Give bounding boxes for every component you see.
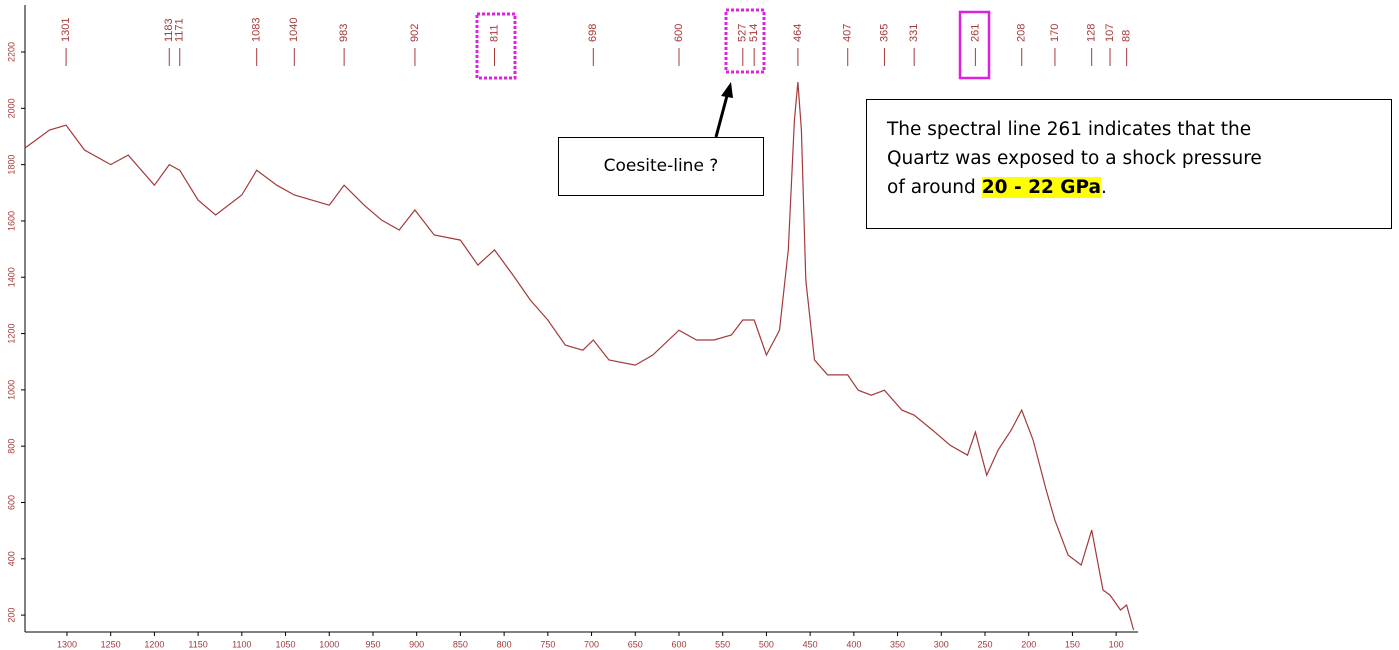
peak-label: 128	[1086, 24, 1098, 42]
peak-label: 107	[1104, 24, 1116, 42]
note-line: The spectral line 261 indicates that the	[887, 119, 1252, 140]
peak-label: 261	[969, 24, 981, 42]
y-tick-label: 2200	[6, 42, 16, 62]
peak-label: 1183	[163, 18, 175, 42]
x-tick-label: 150	[1065, 639, 1080, 649]
shock-note: The spectral line 261 indicates that the…	[866, 99, 1392, 229]
peak-label: 698	[587, 24, 599, 42]
x-tick-label: 300	[934, 639, 949, 649]
x-tick-label: 1200	[144, 639, 164, 649]
y-tick-label: 1600	[6, 211, 16, 231]
x-tick-label: 700	[584, 639, 599, 649]
x-tick-label: 250	[977, 639, 992, 649]
y-tick-label: 2000	[6, 98, 16, 118]
note-text: Coesite-line ?	[603, 156, 719, 176]
peak-label: 365	[878, 24, 890, 42]
peak-label: 983	[338, 24, 350, 42]
y-tick-label: 1400	[6, 267, 16, 287]
x-tick-label: 550	[715, 639, 730, 649]
y-tick-label: 1800	[6, 155, 16, 175]
x-tick-label: 600	[671, 639, 686, 649]
y-tick-label: 400	[6, 551, 16, 566]
highlight-box	[958, 10, 991, 80]
peak-label: 514	[748, 24, 760, 42]
peak-label: 1171	[174, 18, 186, 42]
x-tick-label: 450	[803, 639, 818, 649]
note-line: of around 20 - 22 GPa.	[887, 173, 1391, 202]
x-tick-label: 1100	[232, 639, 251, 649]
spectrum-line	[24, 82, 1135, 631]
x-tick-label: 1000	[319, 639, 339, 649]
x-tick-label: 200	[1021, 639, 1036, 649]
note-highlight: 20 - 22 GPa	[981, 177, 1101, 198]
note-text: of around	[887, 177, 976, 198]
x-tick-label: 950	[365, 639, 380, 649]
peak-label: 331	[908, 24, 920, 42]
y-tick-label: 200	[6, 608, 16, 623]
x-tick-label: 750	[540, 639, 555, 649]
peak-label: 464	[792, 24, 804, 42]
peak-label: 170	[1049, 24, 1061, 42]
peak-label: 1083	[251, 18, 263, 42]
x-tick-label: 850	[453, 639, 468, 649]
peak-label: 811	[488, 24, 500, 42]
coesite-note: Coesite-line ?	[558, 137, 764, 196]
x-tick-label: 650	[628, 639, 643, 649]
x-tick-label: 500	[759, 639, 774, 649]
peak-label: 902	[409, 24, 421, 42]
x-tick-label: 400	[846, 639, 861, 649]
peak-label: 88	[1121, 30, 1133, 42]
peak-label: 1301	[60, 18, 72, 42]
peak-label: 527	[737, 24, 749, 42]
peak-label: 407	[842, 24, 854, 42]
x-tick-label: 350	[890, 639, 905, 649]
note-text: .	[1101, 177, 1107, 198]
y-tick-label: 1000	[6, 380, 16, 400]
y-tick-label: 800	[6, 439, 16, 454]
y-tick-label: 1200	[6, 324, 16, 344]
x-tick-label: 1050	[276, 639, 296, 649]
x-tick-label: 900	[409, 639, 424, 649]
peak-label: 600	[673, 24, 685, 42]
x-tick-label: 100	[1109, 639, 1124, 649]
peak-label: 1040	[288, 18, 300, 42]
y-tick-label: 600	[6, 495, 16, 510]
x-tick-label: 1300	[57, 639, 77, 649]
x-tick-label: 1150	[188, 639, 207, 649]
arrowhead	[721, 82, 733, 98]
note-line: Quartz was exposed to a shock pressure	[887, 148, 1262, 169]
highlight-box	[475, 12, 517, 80]
peak-label: 208	[1016, 24, 1028, 42]
x-tick-label: 1250	[101, 639, 121, 649]
x-tick-label: 800	[497, 639, 512, 649]
arrow	[714, 91, 730, 138]
